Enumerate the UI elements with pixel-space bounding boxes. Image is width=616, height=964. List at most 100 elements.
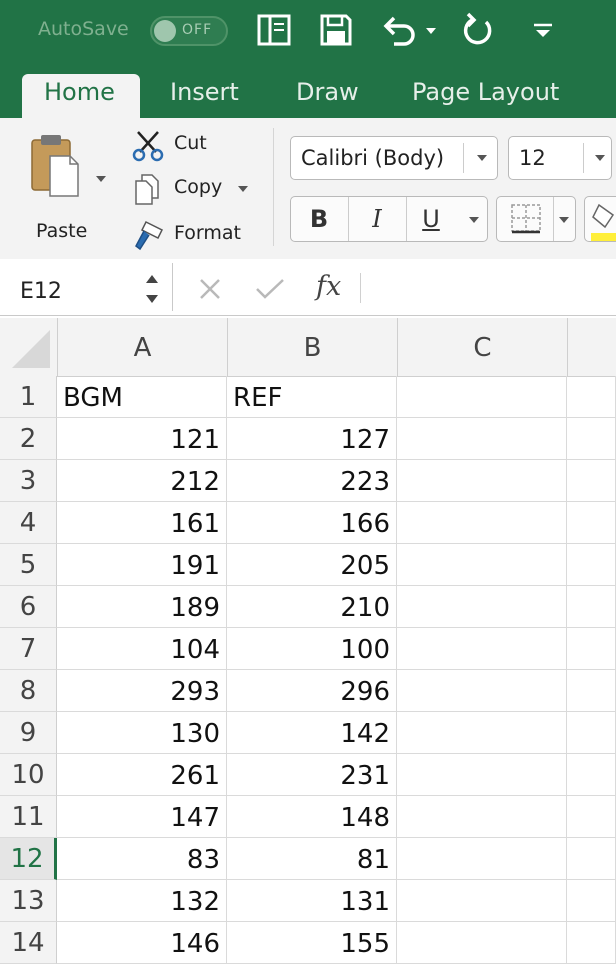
cell-d6[interactable] (567, 586, 616, 628)
cell-b8[interactable]: 296 (227, 670, 397, 712)
formula-input[interactable] (372, 267, 612, 307)
font-size-select[interactable]: 12 (508, 136, 612, 180)
cell-c6[interactable] (397, 586, 567, 628)
row-header[interactable]: 1 (0, 376, 57, 418)
borders-button[interactable] (496, 196, 576, 242)
cell-c10[interactable] (397, 754, 567, 796)
row-header[interactable]: 5 (0, 544, 57, 586)
cell-a13[interactable]: 132 (57, 880, 227, 922)
cell-a1[interactable]: BGM (57, 376, 227, 418)
cell-a9[interactable]: 130 (57, 712, 227, 754)
cell-a8[interactable]: 293 (57, 670, 227, 712)
cell-c4[interactable] (397, 502, 567, 544)
copy-dropdown-icon[interactable] (238, 186, 248, 192)
italic-button[interactable]: I (372, 205, 382, 233)
cell-a5[interactable]: 191 (57, 544, 227, 586)
chevron-down-icon[interactable] (477, 155, 487, 161)
cell-b5[interactable]: 205 (227, 544, 397, 586)
cell-b10[interactable]: 231 (227, 754, 397, 796)
cell-b12[interactable]: 81 (227, 838, 397, 880)
row-header[interactable]: 11 (0, 796, 57, 838)
copy-button[interactable]: Copy (132, 172, 254, 206)
cell-d11[interactable] (567, 796, 616, 838)
cell-d12[interactable] (567, 838, 616, 880)
undo-icon[interactable] (380, 10, 438, 50)
customize-toolbar-icon[interactable] (530, 18, 556, 44)
paste-dropdown-icon[interactable] (96, 176, 106, 182)
cell-d2[interactable] (567, 418, 616, 460)
cell-c3[interactable] (397, 460, 567, 502)
column-header-a[interactable]: A (58, 318, 228, 376)
cell-d13[interactable] (567, 880, 616, 922)
cell-d9[interactable] (567, 712, 616, 754)
cell-b11[interactable]: 148 (227, 796, 397, 838)
autosave-toggle[interactable]: OFF (150, 16, 228, 46)
cell-b4[interactable]: 166 (227, 502, 397, 544)
row-header[interactable]: 3 (0, 460, 57, 502)
tab-insert[interactable]: Insert (170, 78, 239, 106)
row-header[interactable]: 2 (0, 418, 57, 460)
row-header[interactable]: 14 (0, 922, 57, 964)
function-icon[interactable]: fx (316, 271, 342, 302)
tab-home[interactable]: Home (22, 74, 140, 118)
cell-d7[interactable] (567, 628, 616, 670)
cell-a14[interactable]: 146 (57, 922, 227, 964)
cell-d10[interactable] (567, 754, 616, 796)
cell-c8[interactable] (397, 670, 567, 712)
cell-c13[interactable] (397, 880, 567, 922)
enter-icon[interactable] (254, 275, 286, 303)
fill-color-button[interactable] (584, 196, 616, 242)
cancel-icon[interactable] (196, 275, 224, 303)
cell-d5[interactable] (567, 544, 616, 586)
bold-button[interactable]: B (309, 205, 329, 233)
cell-d14[interactable] (567, 922, 616, 964)
column-header-b[interactable]: B (228, 318, 398, 376)
font-name-select[interactable]: Calibri (Body) (290, 136, 498, 180)
cell-d8[interactable] (567, 670, 616, 712)
cell-c7[interactable] (397, 628, 567, 670)
cell-c1[interactable] (397, 376, 567, 418)
row-header[interactable]: 9 (0, 712, 57, 754)
tab-draw[interactable]: Draw (296, 78, 359, 106)
format-painter-button[interactable]: Format (132, 218, 252, 252)
chevron-down-icon[interactable] (595, 155, 605, 161)
cell-a6[interactable]: 189 (57, 586, 227, 628)
row-header[interactable]: 8 (0, 670, 57, 712)
redo-icon[interactable] (458, 10, 498, 50)
cell-c2[interactable] (397, 418, 567, 460)
paste-button[interactable]: Paste (24, 132, 114, 242)
stepper-icon[interactable] (142, 269, 162, 309)
row-header[interactable]: 7 (0, 628, 57, 670)
cell-b3[interactable]: 223 (227, 460, 397, 502)
cell-c14[interactable] (397, 922, 567, 964)
cell-d4[interactable] (567, 502, 616, 544)
save-icon[interactable] (318, 10, 354, 50)
cell-b6[interactable]: 210 (227, 586, 397, 628)
cell-b2[interactable]: 127 (227, 418, 397, 460)
cell-a12[interactable]: 83 (57, 838, 227, 880)
underline-dropdown-icon[interactable] (469, 217, 479, 223)
cell-c11[interactable] (397, 796, 567, 838)
cell-c5[interactable] (397, 544, 567, 586)
column-header-c[interactable]: C (398, 318, 568, 376)
column-header-d[interactable] (568, 318, 616, 376)
cell-b14[interactable]: 155 (227, 922, 397, 964)
row-header[interactable]: 13 (0, 880, 57, 922)
cell-a11[interactable]: 147 (57, 796, 227, 838)
underline-button[interactable]: U (422, 205, 440, 233)
cell-c9[interactable] (397, 712, 567, 754)
select-all-button[interactable] (0, 318, 58, 376)
cell-a10[interactable]: 261 (57, 754, 227, 796)
borders-dropdown-icon[interactable] (559, 217, 569, 223)
row-header[interactable]: 4 (0, 502, 57, 544)
cell-a4[interactable]: 161 (57, 502, 227, 544)
cell-b7[interactable]: 100 (227, 628, 397, 670)
cell-a2[interactable]: 121 (57, 418, 227, 460)
cell-b1[interactable]: REF (227, 376, 397, 418)
name-box[interactable]: E12 (0, 263, 173, 311)
row-header[interactable]: 12 (0, 838, 57, 880)
sidebar-icon[interactable] (256, 10, 292, 50)
cell-b9[interactable]: 142 (227, 712, 397, 754)
cell-b13[interactable]: 131 (227, 880, 397, 922)
cell-c12[interactable] (397, 838, 567, 880)
